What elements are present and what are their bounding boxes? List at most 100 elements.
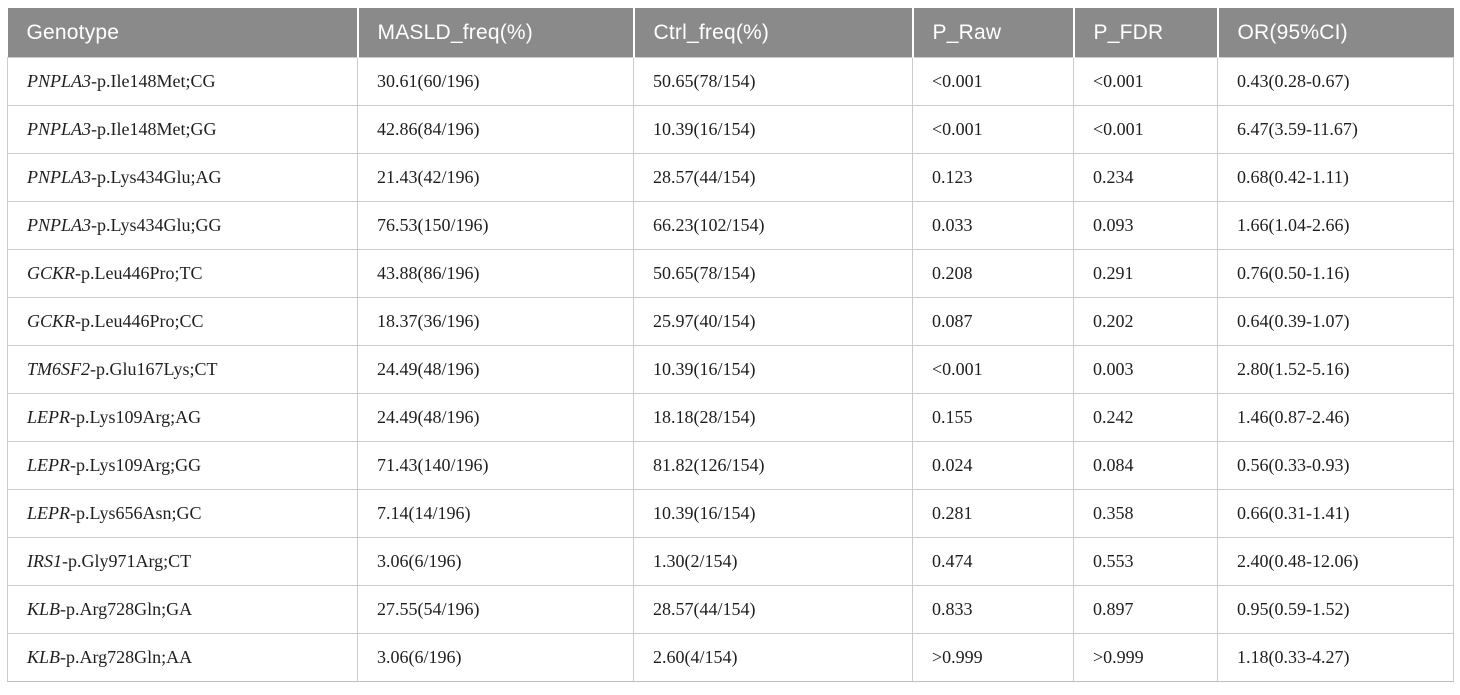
table-container: Genotype MASLD_freq(%) Ctrl_freq(%) P_Ra… — [7, 8, 1454, 682]
p-raw-cell: <0.001 — [912, 105, 1074, 154]
p-raw-cell: 0.155 — [912, 393, 1074, 442]
masld-freq-cell: 7.14(14/196) — [357, 489, 634, 538]
table-row: GCKR-p.Leu446Pro;CC 18.37(36/196) 25.97(… — [7, 297, 1454, 346]
column-header-label: P_FDR — [1093, 20, 1164, 44]
ctrl-freq-cell: 1.30(2/154) — [633, 537, 913, 586]
masld-freq-cell: 76.53(150/196) — [357, 201, 634, 250]
ctrl-freq-cell: 10.39(16/154) — [633, 345, 913, 394]
table-row: PNPLA3-p.Lys434Glu;GG 76.53(150/196) 66.… — [7, 201, 1454, 250]
column-header-label: Genotype — [26, 20, 120, 44]
gene-name: GCKR — [27, 263, 76, 283]
table-row: KLB-p.Arg728Gln;GA 27.55(54/196) 28.57(4… — [7, 585, 1454, 634]
or-cell: 1.66(1.04-2.66) — [1217, 201, 1454, 250]
gene-name: IRS1 — [27, 551, 62, 571]
variant-suffix: -p.Glu167Lys;CT — [90, 359, 218, 379]
p-raw-cell: >0.999 — [912, 633, 1074, 682]
table-row: LEPR-p.Lys656Asn;GC 7.14(14/196) 10.39(1… — [7, 489, 1454, 538]
masld-freq-cell: 18.37(36/196) — [357, 297, 634, 346]
ctrl-freq-cell: 2.60(4/154) — [633, 633, 913, 682]
p-fdr-cell: 0.003 — [1073, 345, 1218, 394]
ctrl-freq-cell: 10.39(16/154) — [633, 489, 913, 538]
p-fdr-cell: <0.001 — [1073, 57, 1218, 106]
or-cell: 0.76(0.50-1.16) — [1217, 249, 1454, 298]
genotype-cell: PNPLA3-p.Ile148Met;GG — [7, 105, 358, 154]
p-raw-cell: 0.208 — [912, 249, 1074, 298]
variant-suffix: -p.Leu446Pro;TC — [75, 263, 203, 283]
p-fdr-cell: >0.999 — [1073, 633, 1218, 682]
p-fdr-cell: 0.093 — [1073, 201, 1218, 250]
variant-suffix: -p.Lys656Asn;GC — [70, 503, 202, 523]
p-fdr-cell: 0.291 — [1073, 249, 1218, 298]
column-header-masld: MASLD_freq(%) — [356, 8, 634, 58]
p-fdr-cell: 0.234 — [1073, 153, 1218, 202]
ctrl-freq-cell: 28.57(44/154) — [633, 153, 913, 202]
gene-name: LEPR — [27, 503, 70, 523]
masld-freq-cell: 30.61(60/196) — [357, 57, 634, 106]
table-row: PNPLA3-p.Ile148Met;GG 42.86(84/196) 10.3… — [7, 105, 1454, 154]
p-raw-cell: 0.474 — [912, 537, 1074, 586]
genotype-cell: KLB-p.Arg728Gln;GA — [7, 585, 358, 634]
genotype-cell: IRS1-p.Gly971Arg;CT — [7, 537, 358, 586]
genotype-cell: KLB-p.Arg728Gln;AA — [7, 633, 358, 682]
p-raw-cell: 0.123 — [912, 153, 1074, 202]
or-cell: 0.66(0.31-1.41) — [1217, 489, 1454, 538]
variant-suffix: -p.Ile148Met;GG — [91, 119, 217, 139]
table-body: PNPLA3-p.Ile148Met;CG 30.61(60/196) 50.6… — [7, 57, 1454, 682]
or-cell: 1.18(0.33-4.27) — [1217, 633, 1454, 682]
gene-name: KLB — [27, 647, 61, 667]
genotype-cell: LEPR-p.Lys109Arg;AG — [7, 393, 358, 442]
or-cell: 6.47(3.59-11.67) — [1217, 105, 1454, 154]
gene-name: TM6SF2 — [27, 359, 90, 379]
table-row: KLB-p.Arg728Gln;AA 3.06(6/196) 2.60(4/15… — [7, 633, 1454, 682]
masld-freq-cell: 27.55(54/196) — [357, 585, 634, 634]
column-header-label: OR(95%CI) — [1237, 20, 1348, 44]
ctrl-freq-cell: 81.82(126/154) — [633, 441, 913, 490]
table-row: TM6SF2-p.Glu167Lys;CT 24.49(48/196) 10.3… — [7, 345, 1454, 394]
p-fdr-cell: 0.897 — [1073, 585, 1218, 634]
table-row: GCKR-p.Leu446Pro;TC 43.88(86/196) 50.65(… — [7, 249, 1454, 298]
p-fdr-cell: 0.358 — [1073, 489, 1218, 538]
p-raw-cell: 0.024 — [912, 441, 1074, 490]
variant-suffix: -p.Lys109Arg;GG — [70, 455, 202, 475]
gene-name: LEPR — [27, 455, 70, 475]
table-row: IRS1-p.Gly971Arg;CT 3.06(6/196) 1.30(2/1… — [7, 537, 1454, 586]
genotype-cell: GCKR-p.Leu446Pro;CC — [7, 297, 358, 346]
p-raw-cell: 0.033 — [912, 201, 1074, 250]
ctrl-freq-cell: 50.65(78/154) — [633, 57, 913, 106]
p-raw-cell: 0.833 — [912, 585, 1074, 634]
masld-freq-cell: 24.49(48/196) — [357, 393, 634, 442]
genotype-cell: PNPLA3-p.Ile148Met;CG — [7, 57, 358, 106]
or-cell: 1.46(0.87-2.46) — [1217, 393, 1454, 442]
gene-name: LEPR — [27, 407, 70, 427]
column-header-p_fdr: P_FDR — [1072, 8, 1218, 58]
gene-name: PNPLA3 — [27, 71, 92, 91]
masld-freq-cell: 3.06(6/196) — [357, 633, 634, 682]
ctrl-freq-cell: 66.23(102/154) — [633, 201, 913, 250]
gene-name: KLB — [27, 599, 61, 619]
variant-suffix: -p.Lys109Arg;AG — [70, 407, 202, 427]
variant-suffix: -p.Ile148Met;CG — [91, 71, 216, 91]
variant-suffix: -p.Arg728Gln;GA — [60, 599, 193, 619]
or-cell: 0.43(0.28-0.67) — [1217, 57, 1454, 106]
ctrl-freq-cell: 10.39(16/154) — [633, 105, 913, 154]
genotype-cell: GCKR-p.Leu446Pro;TC — [7, 249, 358, 298]
table-row: LEPR-p.Lys109Arg;GG 71.43(140/196) 81.82… — [7, 441, 1454, 490]
masld-freq-cell: 42.86(84/196) — [357, 105, 634, 154]
masld-freq-cell: 43.88(86/196) — [357, 249, 634, 298]
p-raw-cell: 0.087 — [912, 297, 1074, 346]
column-header-genotype: Genotype — [7, 8, 358, 58]
genotype-association-table: Genotype MASLD_freq(%) Ctrl_freq(%) P_Ra… — [7, 8, 1454, 682]
ctrl-freq-cell: 25.97(40/154) — [633, 297, 913, 346]
table-row: LEPR-p.Lys109Arg;AG 24.49(48/196) 18.18(… — [7, 393, 1454, 442]
p-fdr-cell: 0.202 — [1073, 297, 1218, 346]
header-row: Genotype MASLD_freq(%) Ctrl_freq(%) P_Ra… — [7, 8, 1454, 58]
or-cell: 0.56(0.33-0.93) — [1217, 441, 1454, 490]
variant-suffix: -p.Lys434Glu;GG — [91, 215, 222, 235]
genotype-cell: PNPLA3-p.Lys434Glu;AG — [7, 153, 358, 202]
variant-suffix: -p.Arg728Gln;AA — [60, 647, 193, 667]
gene-name: PNPLA3 — [27, 119, 92, 139]
masld-freq-cell: 3.06(6/196) — [357, 537, 634, 586]
gene-name: PNPLA3 — [27, 167, 92, 187]
p-fdr-cell: 0.553 — [1073, 537, 1218, 586]
p-raw-cell: <0.001 — [912, 345, 1074, 394]
